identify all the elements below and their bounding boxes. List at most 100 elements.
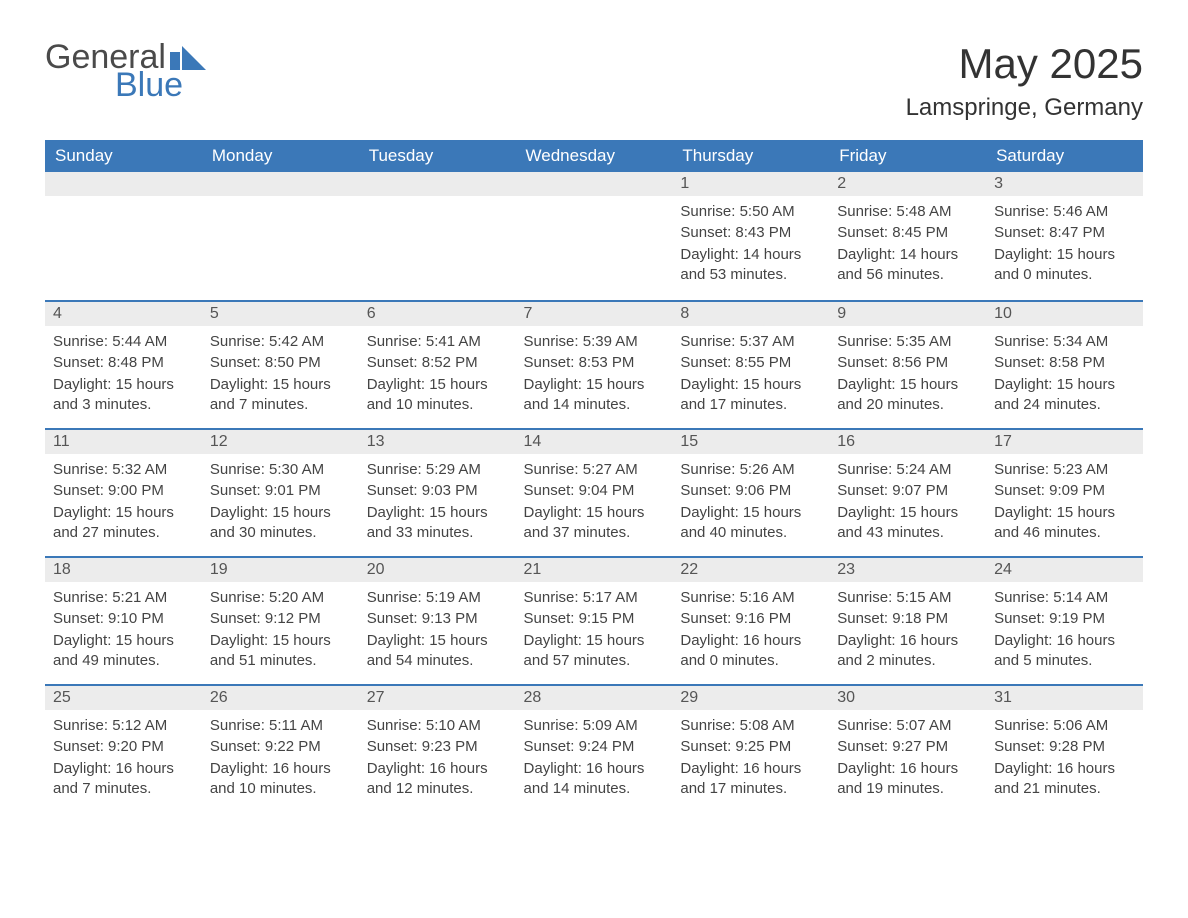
calendar-day-cell: 3Sunrise: 5:46 AMSunset: 8:47 PMDaylight…: [986, 172, 1143, 300]
day-number: 23: [829, 556, 986, 582]
daylight-line: Daylight: 15 hours and 46 minutes.: [994, 503, 1135, 544]
day-details: Sunrise: 5:50 AMSunset: 8:43 PMDaylight:…: [672, 196, 829, 296]
calendar-day-cell: 1Sunrise: 5:50 AMSunset: 8:43 PMDaylight…: [672, 172, 829, 300]
day-number: 30: [829, 684, 986, 710]
day-details: Sunrise: 5:11 AMSunset: 9:22 PMDaylight:…: [202, 710, 359, 810]
day-details: Sunrise: 5:48 AMSunset: 8:45 PMDaylight:…: [829, 196, 986, 296]
day-details: Sunrise: 5:32 AMSunset: 9:00 PMDaylight:…: [45, 454, 202, 554]
daylight-line: Daylight: 15 hours and 40 minutes.: [680, 503, 821, 544]
day-number: 7: [516, 300, 673, 326]
day-number: 20: [359, 556, 516, 582]
sunset-line: Sunset: 9:06 PM: [680, 481, 821, 501]
daylight-line: Daylight: 15 hours and 10 minutes.: [367, 375, 508, 416]
calendar-day-cell: 10Sunrise: 5:34 AMSunset: 8:58 PMDayligh…: [986, 300, 1143, 428]
daylight-line: Daylight: 14 hours and 53 minutes.: [680, 245, 821, 286]
sunrise-line: Sunrise: 5:06 AM: [994, 716, 1135, 736]
sunset-line: Sunset: 8:47 PM: [994, 223, 1135, 243]
day-details: Sunrise: 5:34 AMSunset: 8:58 PMDaylight:…: [986, 326, 1143, 426]
calendar-day-cell: 20Sunrise: 5:19 AMSunset: 9:13 PMDayligh…: [359, 556, 516, 684]
weekday-header-row: SundayMondayTuesdayWednesdayThursdayFrid…: [45, 140, 1143, 172]
calendar-day-cell: 24Sunrise: 5:14 AMSunset: 9:19 PMDayligh…: [986, 556, 1143, 684]
sunset-line: Sunset: 9:18 PM: [837, 609, 978, 629]
calendar-day-cell: 4Sunrise: 5:44 AMSunset: 8:48 PMDaylight…: [45, 300, 202, 428]
day-details: Sunrise: 5:21 AMSunset: 9:10 PMDaylight:…: [45, 582, 202, 682]
calendar-week-row: 18Sunrise: 5:21 AMSunset: 9:10 PMDayligh…: [45, 556, 1143, 684]
calendar-day-cell: 9Sunrise: 5:35 AMSunset: 8:56 PMDaylight…: [829, 300, 986, 428]
sunset-line: Sunset: 8:56 PM: [837, 353, 978, 373]
daylight-line: Daylight: 15 hours and 20 minutes.: [837, 375, 978, 416]
calendar-day-cell: 27Sunrise: 5:10 AMSunset: 9:23 PMDayligh…: [359, 684, 516, 812]
calendar-day-cell: 14Sunrise: 5:27 AMSunset: 9:04 PMDayligh…: [516, 428, 673, 556]
daylight-line: Daylight: 15 hours and 24 minutes.: [994, 375, 1135, 416]
sunrise-line: Sunrise: 5:34 AM: [994, 332, 1135, 352]
sunrise-line: Sunrise: 5:24 AM: [837, 460, 978, 480]
calendar-week-row: 11Sunrise: 5:32 AMSunset: 9:00 PMDayligh…: [45, 428, 1143, 556]
calendar-empty-cell: [45, 172, 202, 300]
daylight-line: Daylight: 16 hours and 2 minutes.: [837, 631, 978, 672]
day-number: 24: [986, 556, 1143, 582]
daylight-line: Daylight: 15 hours and 0 minutes.: [994, 245, 1135, 286]
sunset-line: Sunset: 9:10 PM: [53, 609, 194, 629]
day-number: 16: [829, 428, 986, 454]
calendar-day-cell: 30Sunrise: 5:07 AMSunset: 9:27 PMDayligh…: [829, 684, 986, 812]
sunrise-line: Sunrise: 5:35 AM: [837, 332, 978, 352]
calendar-day-cell: 11Sunrise: 5:32 AMSunset: 9:00 PMDayligh…: [45, 428, 202, 556]
daylight-line: Daylight: 16 hours and 0 minutes.: [680, 631, 821, 672]
logo-text-blue: Blue: [115, 68, 206, 102]
sunrise-line: Sunrise: 5:30 AM: [210, 460, 351, 480]
day-details: Sunrise: 5:07 AMSunset: 9:27 PMDaylight:…: [829, 710, 986, 810]
sunrise-line: Sunrise: 5:19 AM: [367, 588, 508, 608]
day-number: 11: [45, 428, 202, 454]
calendar-week-row: 1Sunrise: 5:50 AMSunset: 8:43 PMDaylight…: [45, 172, 1143, 300]
title-block: May 2025 Lamspringe, Germany: [906, 40, 1143, 122]
sunset-line: Sunset: 8:45 PM: [837, 223, 978, 243]
daylight-line: Daylight: 15 hours and 43 minutes.: [837, 503, 978, 544]
daylight-line: Daylight: 16 hours and 10 minutes.: [210, 759, 351, 800]
sunrise-line: Sunrise: 5:48 AM: [837, 202, 978, 222]
day-details: Sunrise: 5:24 AMSunset: 9:07 PMDaylight:…: [829, 454, 986, 554]
day-details: Sunrise: 5:27 AMSunset: 9:04 PMDaylight:…: [516, 454, 673, 554]
daylight-line: Daylight: 15 hours and 7 minutes.: [210, 375, 351, 416]
sunset-line: Sunset: 9:13 PM: [367, 609, 508, 629]
day-details: Sunrise: 5:41 AMSunset: 8:52 PMDaylight:…: [359, 326, 516, 426]
calendar-day-cell: 15Sunrise: 5:26 AMSunset: 9:06 PMDayligh…: [672, 428, 829, 556]
day-number: 9: [829, 300, 986, 326]
calendar-day-cell: 17Sunrise: 5:23 AMSunset: 9:09 PMDayligh…: [986, 428, 1143, 556]
daylight-line: Daylight: 15 hours and 14 minutes.: [524, 375, 665, 416]
sunrise-line: Sunrise: 5:39 AM: [524, 332, 665, 352]
sunset-line: Sunset: 8:58 PM: [994, 353, 1135, 373]
sunset-line: Sunset: 8:50 PM: [210, 353, 351, 373]
weekday-header: Monday: [202, 140, 359, 172]
calendar-empty-cell: [516, 172, 673, 300]
day-number: 6: [359, 300, 516, 326]
daylight-line: Daylight: 15 hours and 37 minutes.: [524, 503, 665, 544]
day-details: Sunrise: 5:08 AMSunset: 9:25 PMDaylight:…: [672, 710, 829, 810]
sunrise-line: Sunrise: 5:42 AM: [210, 332, 351, 352]
calendar-day-cell: 21Sunrise: 5:17 AMSunset: 9:15 PMDayligh…: [516, 556, 673, 684]
day-details: Sunrise: 5:42 AMSunset: 8:50 PMDaylight:…: [202, 326, 359, 426]
day-number: 12: [202, 428, 359, 454]
calendar-empty-cell: [202, 172, 359, 300]
sunset-line: Sunset: 8:53 PM: [524, 353, 665, 373]
calendar-day-cell: 26Sunrise: 5:11 AMSunset: 9:22 PMDayligh…: [202, 684, 359, 812]
calendar-week-row: 4Sunrise: 5:44 AMSunset: 8:48 PMDaylight…: [45, 300, 1143, 428]
sunset-line: Sunset: 9:25 PM: [680, 737, 821, 757]
calendar-day-cell: 2Sunrise: 5:48 AMSunset: 8:45 PMDaylight…: [829, 172, 986, 300]
calendar-day-cell: 22Sunrise: 5:16 AMSunset: 9:16 PMDayligh…: [672, 556, 829, 684]
day-number: 2: [829, 172, 986, 196]
sunset-line: Sunset: 9:07 PM: [837, 481, 978, 501]
day-details: Sunrise: 5:23 AMSunset: 9:09 PMDaylight:…: [986, 454, 1143, 554]
sunrise-line: Sunrise: 5:14 AM: [994, 588, 1135, 608]
daylight-line: Daylight: 15 hours and 51 minutes.: [210, 631, 351, 672]
sunrise-line: Sunrise: 5:29 AM: [367, 460, 508, 480]
sunset-line: Sunset: 9:27 PM: [837, 737, 978, 757]
sunrise-line: Sunrise: 5:20 AM: [210, 588, 351, 608]
day-details: Sunrise: 5:06 AMSunset: 9:28 PMDaylight:…: [986, 710, 1143, 810]
daylight-line: Daylight: 15 hours and 17 minutes.: [680, 375, 821, 416]
day-details: Sunrise: 5:46 AMSunset: 8:47 PMDaylight:…: [986, 196, 1143, 296]
weekday-header: Friday: [829, 140, 986, 172]
day-details: Sunrise: 5:35 AMSunset: 8:56 PMDaylight:…: [829, 326, 986, 426]
weekday-header: Sunday: [45, 140, 202, 172]
sunrise-line: Sunrise: 5:23 AM: [994, 460, 1135, 480]
day-number: 19: [202, 556, 359, 582]
